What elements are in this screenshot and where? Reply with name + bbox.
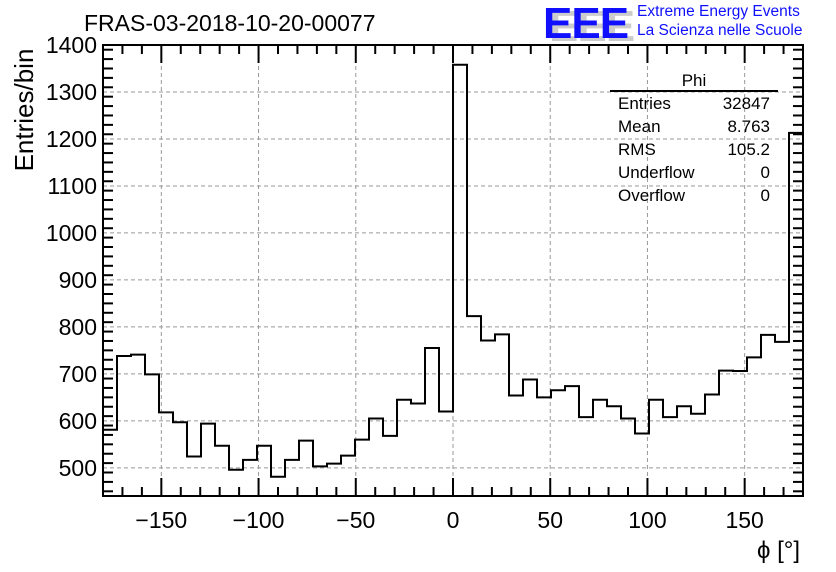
stats-value: 105.2 [727, 140, 770, 159]
stats-value: 0 [760, 186, 770, 205]
stats-row-rms: RMS 105.2 [610, 138, 778, 161]
histogram-bin [509, 395, 523, 496]
y-tick-label: 900 [59, 267, 97, 293]
histogram-bin [523, 379, 537, 496]
y-tick-label: 500 [59, 455, 97, 481]
logo-text: Extreme Energy Events La Scienza nelle S… [637, 2, 802, 40]
histogram-bin [411, 403, 425, 496]
y-tick-label: 1400 [46, 32, 97, 58]
histogram-bin [243, 460, 257, 496]
stats-value: 0 [760, 163, 770, 182]
x-axis-label: ϕ [°] [757, 537, 800, 564]
histogram-bin [439, 411, 453, 496]
histogram-bin [313, 466, 327, 496]
stats-row-underflow: Underflow 0 [610, 161, 778, 184]
stats-value: 8.763 [727, 117, 770, 136]
histogram-bin [495, 334, 509, 496]
histogram-bin [663, 417, 677, 496]
histogram-bin [677, 406, 691, 496]
histogram-bin [215, 446, 229, 496]
histogram-bin [397, 400, 411, 496]
stats-row-overflow: Overflow 0 [610, 184, 778, 207]
histogram-bin [131, 355, 145, 496]
x-tick-label: −50 [336, 507, 375, 533]
histogram-bin [173, 422, 187, 496]
histogram-bin [355, 440, 369, 496]
histogram-bin [691, 414, 705, 496]
histogram-bin [761, 335, 775, 496]
stats-label: Entries [618, 94, 671, 113]
histogram-bin [327, 464, 341, 496]
histogram-bin [537, 397, 551, 496]
y-tick-label: 1200 [46, 126, 97, 152]
histogram-bin [705, 395, 719, 496]
histogram-bin [453, 65, 467, 496]
histogram-bin [649, 400, 663, 496]
stats-title: Phi [610, 72, 778, 92]
stats-label: Underflow [618, 163, 695, 182]
stats-label: Mean [618, 117, 661, 136]
histogram-bin [579, 417, 593, 496]
histogram-bin [229, 470, 243, 496]
stats-value: 32847 [722, 94, 770, 113]
stats-label: Overflow [618, 186, 686, 205]
histogram-bin [593, 400, 607, 496]
histogram-bin [551, 390, 565, 496]
histogram-bin [425, 348, 439, 496]
histogram-bin [341, 456, 355, 496]
histogram-bin [117, 356, 131, 496]
x-tick-label: −100 [233, 507, 285, 533]
y-axis-label: Entries/bin [9, 49, 39, 172]
histogram-bin [789, 133, 803, 496]
y-tick-label: 1100 [48, 173, 97, 199]
logo-line-1: Extreme Energy Events [637, 3, 800, 20]
stats-row-entries: Entries 32847 [610, 92, 778, 115]
histogram-bin [187, 457, 201, 496]
histogram-bin [201, 424, 215, 496]
x-tick-label: 100 [628, 507, 666, 533]
histogram-bin [733, 371, 747, 496]
x-tick-label: −150 [135, 507, 187, 533]
histogram-bin [299, 441, 313, 496]
histogram-bin [467, 316, 481, 496]
histogram-bin [481, 340, 495, 496]
histogram-bin [747, 357, 761, 496]
histogram-bin [719, 371, 733, 496]
eee-logo: EEE [543, 0, 629, 48]
y-tick-label: 800 [59, 314, 97, 340]
y-tick-label: 600 [59, 408, 97, 434]
stats-row-mean: Mean 8.763 [610, 115, 778, 138]
histogram-bin [621, 418, 635, 496]
x-tick-label: 0 [447, 507, 460, 533]
stats-label: RMS [618, 140, 656, 159]
histogram-bin [145, 374, 159, 496]
histogram-bin [775, 342, 789, 496]
y-tick-label: 1000 [46, 220, 97, 246]
histogram-bin [565, 386, 579, 496]
y-tick-label: 1300 [46, 79, 97, 105]
x-tick-label: 150 [725, 507, 763, 533]
histogram-bin [369, 418, 383, 496]
stats-box: Phi Entries 32847 Mean 8.763 RMS 105.2 Underfl… [610, 72, 778, 207]
logo-line-2: La Scienza nelle Scuole [637, 22, 803, 39]
y-tick-label: 700 [59, 361, 97, 387]
histogram-bin [607, 406, 621, 496]
chart-title: FRAS-03-2018-10-20-00077 [84, 10, 376, 36]
histogram-bin [383, 436, 397, 496]
x-tick-label: 50 [537, 507, 563, 533]
histogram-line [102, 63, 804, 496]
